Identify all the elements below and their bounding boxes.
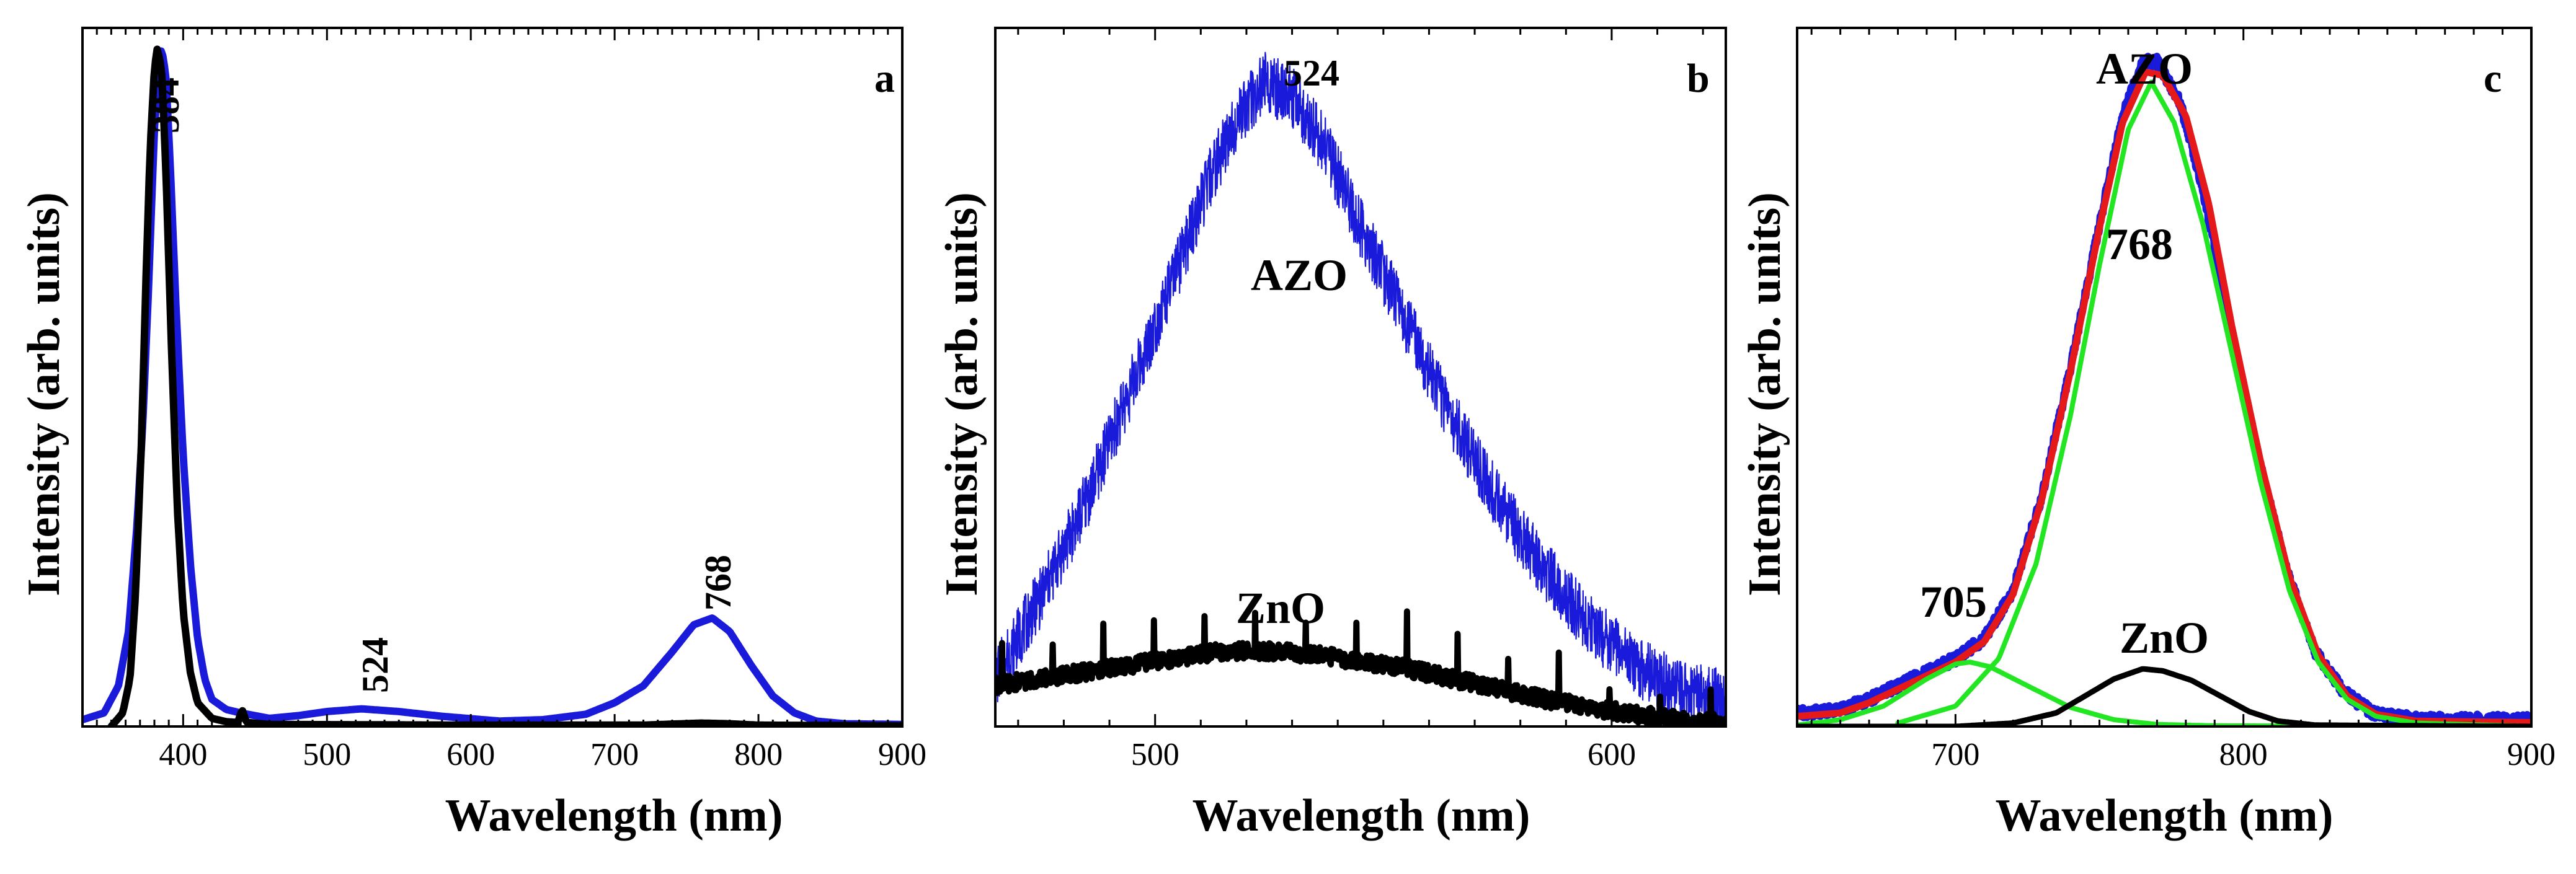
panel-c-plot-area [1796,27,2533,728]
panel-a-series-azo [82,47,902,726]
panel-b-ticks [1017,28,1704,726]
panel-a-peak-384-label: 384 [146,77,187,133]
panel-c: 700 800 900 Wavelength (nm) Intensity (arb… [1739,27,2556,841]
panel-a-peak-524-label: 524 [355,637,396,693]
panel-a-x-axis-label: Wavelength (nm) [445,790,783,841]
panel-b-y-axis-label: Intensity (arb. units) [936,192,987,596]
panel-b-x-tick-label-600: 600 [1588,737,1636,772]
panel-c-peak-705-label: 705 [1920,577,1987,627]
panel-b-x-axis-label: Wavelength (nm) [1193,790,1530,841]
panel-a-axes-frame [81,27,904,728]
panel-a-series-zno [107,45,902,726]
panel-c-axes-frame [1796,27,2533,728]
panel-a-ticks [81,28,904,726]
panel-c-zno-label: ZnO [2120,613,2209,663]
panel-a-x-tick-label-800: 800 [734,737,783,772]
panel-a-x-tick-label-400: 400 [159,737,207,772]
panel-a-plot-area [81,27,904,728]
panel-a-y-axis-label: Intensity (arb. units) [19,192,69,596]
panel-a: 400 500 600 700 800 900 Wavelength (nm) Inten… [19,27,926,841]
panel-c-tick-labels: 700 800 900 [1931,737,2556,772]
panel-b-series-zno [995,608,1726,726]
panel-b-azo-label: AZO [1251,250,1348,300]
panel-b-tick-labels: 500 600 [1131,737,1636,772]
panel-c-x-tick-label-800: 800 [2219,737,2268,772]
panel-a-tick-labels: 400 500 600 700 800 900 [159,737,926,772]
panel-c-x-tick-label-700: 700 [1931,737,1979,772]
panel-a-peak-768-label: 768 [698,555,739,611]
panel-c-x-axis-label: Wavelength (nm) [1996,790,2334,841]
panel-c-azo-label: AZO [2096,44,2193,94]
panel-c-letter: c [2484,56,2502,101]
panel-c-x-tick-label-900: 900 [2507,737,2556,772]
panel-a-x-tick-label-900: 900 [878,737,926,772]
panel-a-x-tick-label-600: 600 [446,737,495,772]
panel-b-peak-524-label: 524 [1284,53,1339,94]
panel-b-x-tick-label-500: 500 [1131,737,1179,772]
panel-b-zno-label: ZnO [1236,583,1325,633]
panel-b-axes-frame [994,27,1727,728]
panel-b-plot-area [994,27,1727,728]
panel-c-peak-768-label: 768 [2106,219,2173,269]
panel-a-x-tick-label-700: 700 [590,737,639,772]
panel-c-y-axis-label: Intensity (arb. units) [1739,192,1790,596]
panel-c-ticks [1810,28,2533,726]
panel-a-letter: a [874,56,895,101]
panel-b-series-azo [995,51,1726,726]
panel-b-letter: b [1687,56,1710,101]
panel-a-x-tick-label-500: 500 [303,737,351,772]
panel-b: 500 600 Wavelength (nm) Intensity (arb. u… [936,27,1727,841]
